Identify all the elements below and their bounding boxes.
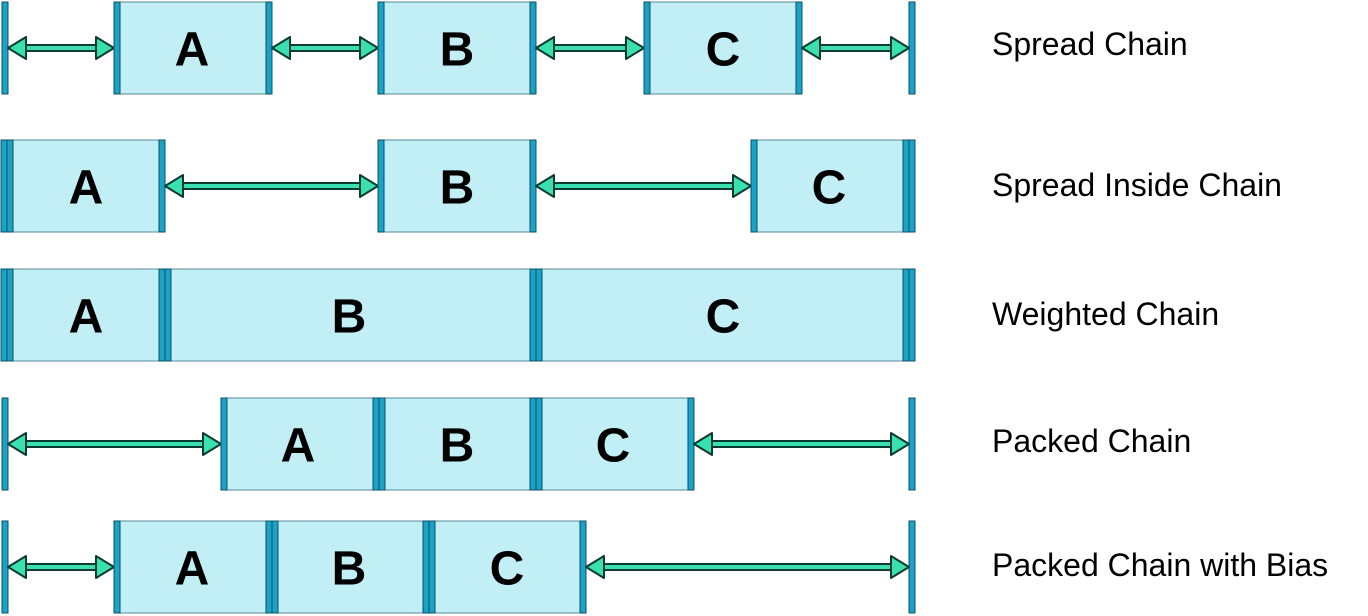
spread-chain-box-c-left-edge <box>643 1 651 95</box>
spread-chain-box-a-left-edge <box>113 1 121 95</box>
row-label-spread-inside-chain: Spread Inside Chain <box>992 167 1282 203</box>
weighted-chain-left-wall <box>0 268 8 362</box>
spread-chain-arrow-3 <box>535 36 645 60</box>
weighted-chain-box-c <box>535 268 910 362</box>
packed-chain-box-b-right-edge <box>529 397 537 491</box>
spread-chain-box-c-letter: C <box>706 24 741 77</box>
packed-chain-arrow-2 <box>693 432 910 456</box>
spread-inside-chain-right-wall <box>908 139 916 233</box>
weighted-chain-box-b <box>164 268 537 362</box>
spread-inside-chain-box-c-letter: C <box>812 162 847 215</box>
weighted-chain-box-b-left-edge <box>164 268 172 362</box>
spread-inside-chain-box-a-left-edge <box>6 139 14 233</box>
packed-chain-box-c <box>535 397 695 491</box>
row-label-packed-chain-with-bias: Packed Chain with Bias <box>992 547 1329 583</box>
weighted-chain-right-wall <box>908 268 916 362</box>
weighted-chain-box-c-letter: C <box>706 291 741 344</box>
packed-chain-with-bias-box-b <box>271 520 430 614</box>
weighted-chain-box-c-left-edge <box>535 268 543 362</box>
packed-chain-box-c-left-edge <box>535 397 543 491</box>
packed-chain-with-bias-box-a-letter: A <box>175 543 210 596</box>
spread-chain-box-a-letter: A <box>175 24 210 77</box>
packed-chain-box-b <box>378 397 537 491</box>
weighted-chain-box-c-right-edge <box>902 268 910 362</box>
row-label-packed-chain: Packed Chain <box>992 423 1192 459</box>
row-label-weighted-chain: Weighted Chain <box>992 296 1220 332</box>
spread-chain-box-b <box>377 1 537 95</box>
spread-inside-chain-box-c <box>750 139 910 233</box>
packed-chain-with-bias-box-a-left-edge <box>113 520 121 614</box>
spread-inside-chain-arrow-2 <box>535 174 752 198</box>
packed-chain-with-bias-box-b-left-edge <box>271 520 279 614</box>
packed-chain-box-b-left-edge <box>378 397 386 491</box>
weighted-chain-box-a <box>6 268 166 362</box>
weighted-chain-box-a-letter: A <box>69 291 104 344</box>
packed-chain-box-a-left-edge <box>220 397 228 491</box>
packed-chain-with-bias-box-c-left-edge <box>428 520 436 614</box>
weighted-chain-box-a-right-edge <box>158 268 166 362</box>
packed-chain-with-bias-box-b-right-edge <box>422 520 430 614</box>
packed-chain-box-a-right-edge <box>372 397 380 491</box>
packed-chain-box-c-letter: C <box>596 420 631 473</box>
weighted-chain-box-a-left-edge <box>6 268 14 362</box>
spread-inside-chain-box-a <box>6 139 166 233</box>
packed-chain-box-b-letter: B <box>440 420 475 473</box>
packed-chain-with-bias-box-c-letter: C <box>490 543 525 596</box>
packed-chain-box-a-letter: A <box>281 420 316 473</box>
packed-chain-with-bias-arrow-2 <box>585 555 910 579</box>
packed-chain-arrow-1 <box>7 432 222 456</box>
spread-chain-box-b-left-edge <box>377 1 385 95</box>
spread-chain-arrow-2 <box>271 36 379 60</box>
spread-chain-arrow-1 <box>7 36 115 60</box>
row-label-spread-chain: Spread Chain <box>992 26 1188 62</box>
spread-inside-chain-box-a-letter: A <box>69 162 104 215</box>
spread-inside-chain-box-c-right-edge <box>902 139 910 233</box>
spread-chain-box-c <box>643 1 803 95</box>
spread-inside-chain-box-c-left-edge <box>750 139 758 233</box>
packed-chain-with-bias-box-a <box>113 520 273 614</box>
packed-chain-box-a <box>220 397 380 491</box>
spread-inside-chain-box-b <box>377 139 537 233</box>
spread-chain-arrow-4 <box>801 36 910 60</box>
weighted-chain-box-b-right-edge <box>529 268 537 362</box>
packed-chain-with-bias-box-a-right-edge <box>265 520 273 614</box>
spread-inside-chain-box-b-left-edge <box>377 139 385 233</box>
packed-chain-with-bias-arrow-1 <box>7 555 115 579</box>
packed-chain-with-bias-box-b-letter: B <box>332 543 367 596</box>
spread-inside-chain-left-wall <box>0 139 8 233</box>
weighted-chain-box-b-letter: B <box>332 291 367 344</box>
spread-inside-chain-arrow-1 <box>164 174 379 198</box>
spread-chain-box-b-letter: B <box>440 24 475 77</box>
spread-inside-chain-box-b-letter: B <box>440 162 475 215</box>
